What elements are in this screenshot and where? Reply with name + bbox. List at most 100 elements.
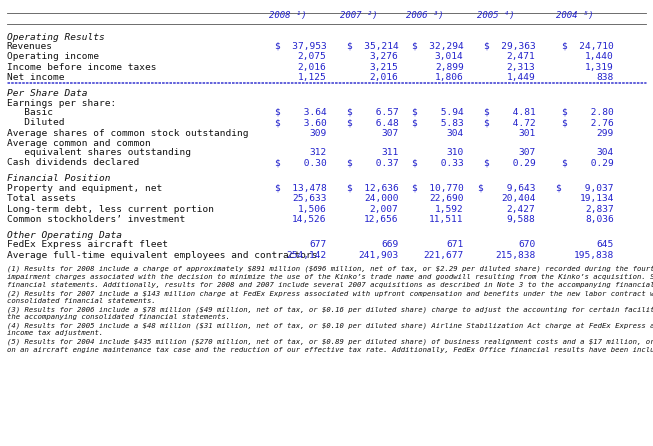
Text: $  37,953: $ 37,953 xyxy=(275,42,326,51)
Text: the accompanying consolidated financial statements.: the accompanying consolidated financial … xyxy=(7,314,230,320)
Text: Long-term debt, less current portion: Long-term debt, less current portion xyxy=(7,205,214,214)
Text: 3,014: 3,014 xyxy=(435,53,464,62)
Text: Operating income: Operating income xyxy=(7,53,99,62)
Text: (2) Results for 2007 include a $143 million charge at FedEx Express associated w: (2) Results for 2007 include a $143 mill… xyxy=(7,290,653,297)
Text: $    3.64: $ 3.64 xyxy=(275,107,326,116)
Text: $    0.33: $ 0.33 xyxy=(412,158,464,167)
Text: 12,656: 12,656 xyxy=(364,215,398,224)
Text: 2,313: 2,313 xyxy=(507,63,535,72)
Text: 1,125: 1,125 xyxy=(298,74,326,83)
Text: Income before income taxes: Income before income taxes xyxy=(7,63,156,72)
Text: 11,511: 11,511 xyxy=(429,215,464,224)
Text: 2005 ⁴): 2005 ⁴) xyxy=(477,11,515,20)
Text: Average full-time equivalent employees and contractors: Average full-time equivalent employees a… xyxy=(7,251,317,260)
Text: 3,215: 3,215 xyxy=(370,63,398,72)
Text: (1) Results for 2008 include a charge of approximately $891 million ($696 millio: (1) Results for 2008 include a charge of… xyxy=(7,266,653,273)
Text: $    0.29: $ 0.29 xyxy=(562,158,614,167)
Text: Diluted: Diluted xyxy=(7,118,64,127)
Text: 2,075: 2,075 xyxy=(298,53,326,62)
Text: 2,837: 2,837 xyxy=(585,205,614,214)
Text: 19,134: 19,134 xyxy=(579,194,614,203)
Text: 241,903: 241,903 xyxy=(358,251,398,260)
Text: 304: 304 xyxy=(447,128,464,137)
Text: $    2.80: $ 2.80 xyxy=(562,107,614,116)
Text: Earnings per share:: Earnings per share: xyxy=(7,99,116,107)
Text: 299: 299 xyxy=(597,128,614,137)
Text: financial statements. Additionally, results for 2008 and 2007 include several 20: financial statements. Additionally, resu… xyxy=(7,282,653,288)
Text: on an aircraft engine maintenance tax case and the reduction of our effective ta: on an aircraft engine maintenance tax ca… xyxy=(7,346,653,353)
Text: 307: 307 xyxy=(381,128,398,137)
Text: 215,838: 215,838 xyxy=(495,251,535,260)
Text: 301: 301 xyxy=(518,128,535,137)
Text: 669: 669 xyxy=(381,240,398,249)
Text: $  12,636: $ 12,636 xyxy=(347,184,398,193)
Text: Other Operating Data: Other Operating Data xyxy=(7,231,121,240)
Text: equivalent shares outstanding: equivalent shares outstanding xyxy=(7,148,191,157)
Text: 254,142: 254,142 xyxy=(286,251,326,260)
Text: 1,440: 1,440 xyxy=(585,53,614,62)
Text: $  24,710: $ 24,710 xyxy=(562,42,614,51)
Text: Cash dividends declared: Cash dividends declared xyxy=(7,158,139,167)
Text: 9,588: 9,588 xyxy=(507,215,535,224)
Text: 304: 304 xyxy=(597,148,614,157)
Text: 645: 645 xyxy=(597,240,614,249)
Text: $    6.48: $ 6.48 xyxy=(347,118,398,127)
Text: $    0.29: $ 0.29 xyxy=(484,158,535,167)
Text: 312: 312 xyxy=(310,148,326,157)
Text: Average common and common: Average common and common xyxy=(7,139,150,148)
Text: 3,276: 3,276 xyxy=(370,53,398,62)
Text: 2,471: 2,471 xyxy=(507,53,535,62)
Text: 311: 311 xyxy=(381,148,398,157)
Text: Basic: Basic xyxy=(7,107,52,116)
Text: $    9,037: $ 9,037 xyxy=(556,184,614,193)
Text: 22,690: 22,690 xyxy=(429,194,464,203)
Text: 24,000: 24,000 xyxy=(364,194,398,203)
Text: (4) Results for 2005 include a $48 million ($31 million, net of tax, or $0.10 pe: (4) Results for 2005 include a $48 milli… xyxy=(7,322,653,329)
Text: $    3.60: $ 3.60 xyxy=(275,118,326,127)
Text: 2,016: 2,016 xyxy=(298,63,326,72)
Text: 2,899: 2,899 xyxy=(435,63,464,72)
Text: Per Share Data: Per Share Data xyxy=(7,89,87,98)
Text: $    4.81: $ 4.81 xyxy=(484,107,535,116)
Text: $    0.37: $ 0.37 xyxy=(347,158,398,167)
Text: 1,319: 1,319 xyxy=(585,63,614,72)
Text: 1,592: 1,592 xyxy=(435,205,464,214)
Text: $    5.83: $ 5.83 xyxy=(412,118,464,127)
Text: 671: 671 xyxy=(447,240,464,249)
Text: $  29,363: $ 29,363 xyxy=(484,42,535,51)
Text: 8,036: 8,036 xyxy=(585,215,614,224)
Text: 25,633: 25,633 xyxy=(292,194,326,203)
Text: 677: 677 xyxy=(310,240,326,249)
Text: impairment charges associated with the decision to minimize the use of the Kinko: impairment charges associated with the d… xyxy=(7,274,653,280)
Text: $  35,214: $ 35,214 xyxy=(347,42,398,51)
Text: (5) Results for 2004 include $435 million ($270 million, net of tax, or $0.89 pe: (5) Results for 2004 include $435 millio… xyxy=(7,338,653,345)
Text: 1,506: 1,506 xyxy=(298,205,326,214)
Text: Revenues: Revenues xyxy=(7,42,52,51)
Text: 2004 ⁵): 2004 ⁵) xyxy=(556,11,594,20)
Text: FedEx Express aircraft fleet: FedEx Express aircraft fleet xyxy=(7,240,168,249)
Text: 838: 838 xyxy=(597,74,614,83)
Text: $    9,643: $ 9,643 xyxy=(478,184,535,193)
Text: $  32,294: $ 32,294 xyxy=(412,42,464,51)
Text: 2008 ¹): 2008 ¹) xyxy=(268,11,306,20)
Text: 14,526: 14,526 xyxy=(292,215,326,224)
Text: Total assets: Total assets xyxy=(7,194,76,203)
Text: $    2.76: $ 2.76 xyxy=(562,118,614,127)
Text: $    0.30: $ 0.30 xyxy=(275,158,326,167)
Text: $    6.57: $ 6.57 xyxy=(347,107,398,116)
Text: Common stockholders’ investment: Common stockholders’ investment xyxy=(7,215,185,224)
Text: 195,838: 195,838 xyxy=(573,251,614,260)
Text: 221,677: 221,677 xyxy=(423,251,464,260)
Text: Financial Position: Financial Position xyxy=(7,174,110,183)
Text: Property and equipment, net: Property and equipment, net xyxy=(7,184,162,193)
Text: Net income: Net income xyxy=(7,74,64,83)
Text: 307: 307 xyxy=(518,148,535,157)
Text: 20,404: 20,404 xyxy=(501,194,535,203)
Text: 1,449: 1,449 xyxy=(507,74,535,83)
Text: $  13,478: $ 13,478 xyxy=(275,184,326,193)
Text: 2,007: 2,007 xyxy=(370,205,398,214)
Text: 2,427: 2,427 xyxy=(507,205,535,214)
Text: income tax adjustment.: income tax adjustment. xyxy=(7,330,103,336)
Text: $    4.72: $ 4.72 xyxy=(484,118,535,127)
Text: Operating Results: Operating Results xyxy=(7,33,104,41)
